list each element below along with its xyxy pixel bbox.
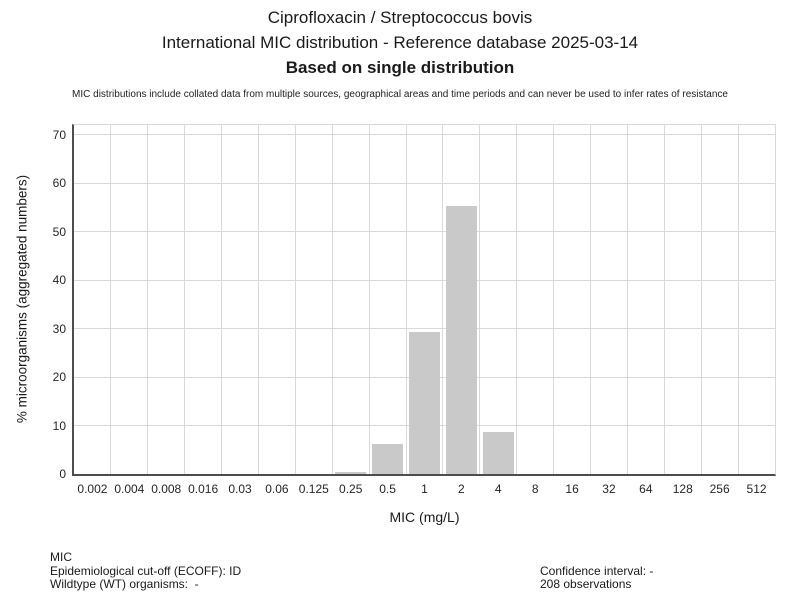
x-tick-label: 0.06	[265, 482, 289, 496]
gridline-horizontal	[74, 182, 775, 184]
x-tick-label: 1	[421, 482, 428, 496]
bar	[372, 443, 404, 474]
gridline-vertical	[737, 125, 739, 474]
x-tick-label: 64	[639, 482, 653, 496]
y-tick-label: 10	[52, 418, 66, 433]
footer-confidence-interval: Confidence interval: -	[540, 563, 654, 578]
gridline-vertical	[184, 125, 186, 474]
gridline-vertical	[405, 125, 407, 474]
gridline-horizontal	[74, 231, 775, 233]
bar	[409, 331, 440, 474]
x-tick-label: 4	[494, 482, 502, 496]
gridline-vertical	[331, 125, 333, 474]
x-tick-label: 2	[458, 482, 465, 496]
x-tick-label: 32	[602, 482, 616, 496]
x-tick-label: 0.5	[379, 482, 396, 496]
bar	[335, 471, 367, 474]
gridline-vertical	[442, 125, 444, 474]
gridline-vertical	[663, 125, 665, 474]
x-tick-label: 0.03	[228, 482, 252, 496]
gridline-vertical	[479, 125, 481, 474]
gridline-horizontal	[74, 134, 775, 136]
gridline-vertical	[700, 125, 702, 474]
x-tick-label: 128	[672, 482, 693, 496]
gridline-vertical	[257, 125, 259, 474]
bar	[445, 206, 477, 474]
gridline-vertical	[626, 125, 628, 474]
gridline-vertical	[368, 125, 370, 474]
x-tick-label: 0.004	[114, 482, 145, 496]
plot-area: 0 10 20 30 40 50 60 70 0.002 0.004 0.008 0.016 0.03 0…	[53, 124, 776, 496]
x-tick-label: 0.25	[339, 482, 363, 496]
footer-mic-label: MIC	[50, 550, 72, 564]
y-tick-label: 50	[52, 224, 66, 239]
x-tick-label: 0.002	[77, 482, 108, 496]
chart-title: Ciprofloxacin / Streptococcus bovis	[267, 8, 533, 27]
x-axis-title: MIC (mg/L)	[389, 509, 460, 525]
y-tick-label: 30	[52, 321, 66, 336]
gridline-horizontal	[74, 328, 775, 330]
gridline-horizontal	[74, 279, 775, 281]
y-axis-title: % microorganisms (aggregated numbers)	[14, 174, 30, 424]
gridline-vertical	[147, 125, 149, 474]
footer-observations: 208 observations	[540, 577, 632, 591]
gridline-vertical	[553, 125, 555, 474]
gridline-vertical	[294, 125, 296, 474]
chart-subtitle-bold: Based on single distribution	[285, 58, 515, 77]
footer-wildtype: Wildtype (WT) organisms: -	[50, 577, 199, 591]
x-tick-label: 0.125	[298, 482, 329, 496]
gridline-vertical	[590, 125, 592, 474]
x-tick-label: 0.016	[188, 482, 219, 496]
x-tick-label: 256	[709, 482, 730, 496]
x-tick-label: 512	[746, 482, 767, 496]
disclaimer-note: MIC distributions include collated data …	[72, 89, 728, 100]
y-tick-label: 0	[59, 467, 66, 481]
y-tick-label: 60	[52, 176, 66, 191]
bar	[482, 432, 514, 474]
y-tick-label: 70	[52, 127, 66, 142]
chart-subtitle: International MIC distribution - Referen…	[161, 33, 639, 52]
x-tick-label: 16	[565, 482, 579, 496]
x-tick-label: 8	[531, 482, 539, 496]
x-tick-label: 0.008	[151, 482, 182, 496]
gridline-vertical	[221, 125, 223, 474]
y-tick-label: 20	[52, 370, 66, 385]
y-tick-label: 40	[52, 273, 66, 288]
gridline-vertical	[516, 125, 518, 474]
footer-ecoff: Epidemiological cut-off (ECOFF): ID	[50, 563, 242, 578]
gridline-vertical	[110, 125, 112, 474]
